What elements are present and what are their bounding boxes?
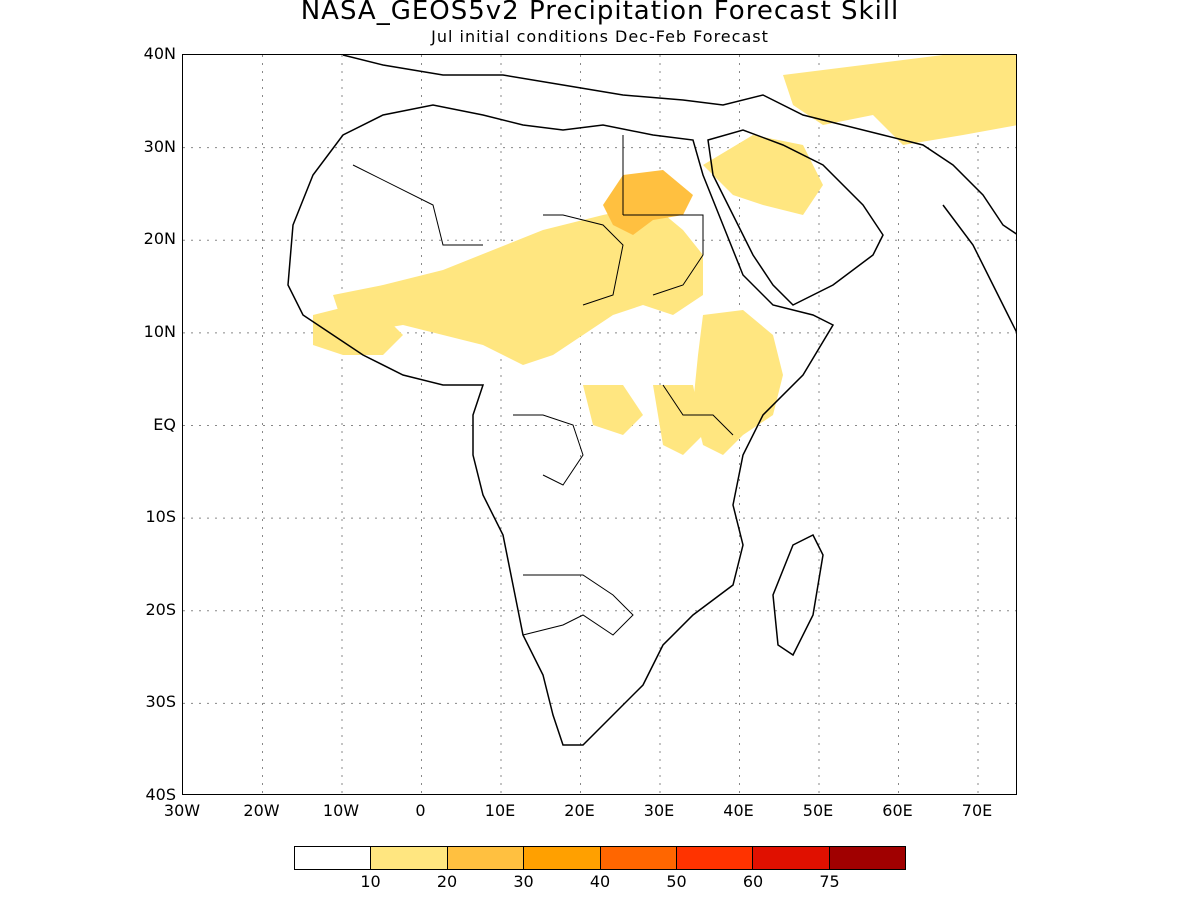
india-coastline [942,204,1016,333]
colorbar-label: 60 [742,872,764,891]
lat-label: 30N [143,136,176,156]
lat-label: 40S [145,785,176,804]
map-canvas [183,55,1016,794]
skill-region-congo [583,385,643,435]
lon-label: 20E [564,801,595,820]
colorbar-swatch [829,847,905,869]
border-congo [513,414,584,486]
lat-label: EQ [153,414,176,434]
map-panel [182,54,1017,795]
colorbar-swatch [676,847,754,869]
lon-label: 0 [415,801,426,820]
lat-label: 40N [143,44,176,63]
lat-label: 30S [145,692,176,712]
skill-region-sahel [333,205,703,365]
skill-region-arabia [703,135,823,215]
skill-region-rift [653,385,703,455]
lon-label: 10E [484,801,516,820]
lon-label: 10W [322,801,360,820]
lon-label: 20W [243,801,280,820]
eurasia-coastline [342,55,1016,235]
colorbar-swatch [524,847,601,869]
political-borders [352,135,734,636]
border-eastafrica [662,384,734,436]
border-southern [522,574,634,636]
africa-coastline [287,104,835,746]
colorbar-swatch [753,847,830,869]
border-sudan [623,214,704,296]
skill-region-eastafrica [693,310,783,455]
lon-label: 60E [882,801,913,820]
arabia-coastline [707,129,884,306]
colorbar-label: 75 [819,872,840,891]
colorbar-swatch [600,847,677,869]
colorbar-swatch [371,847,448,869]
map-title: NASA_GEOS5v2 Precipitation Forecast Skil… [300,0,900,26]
skill-shading-orange [603,170,693,235]
colorbar-label: 30 [513,872,534,891]
border-chad [543,214,624,306]
skill-region-centralasia [783,55,1016,145]
lat-label: 20N [143,229,176,249]
skill-shading [313,55,1016,455]
lat-label: 10N [143,321,176,341]
lon-label: 40E [723,801,754,820]
colorbar-label: 10 [360,872,381,891]
lon-label: 70E [961,801,993,820]
skill-region-sudan [603,170,693,235]
madagascar-coastline [772,533,824,657]
lon-label: 30E [643,801,675,820]
colorbar-swatch [295,847,372,869]
border-sahara [352,164,483,246]
colorbar [294,846,906,870]
colorbar-swatch [447,847,525,869]
colorbar-label: 40 [589,872,611,891]
colorbar-label: 20 [436,872,458,891]
lat-label: 20S [145,599,176,619]
skill-region-westafrica [313,305,403,355]
map-subtitle: Jul initial conditions Dec-Feb Forecast [431,27,769,46]
colorbar-label: 50 [666,872,687,891]
lon-label: 50E [802,801,834,820]
coastlines [287,55,1016,746]
lat-label: 10S [145,507,176,527]
lon-label: 30W [163,801,201,820]
